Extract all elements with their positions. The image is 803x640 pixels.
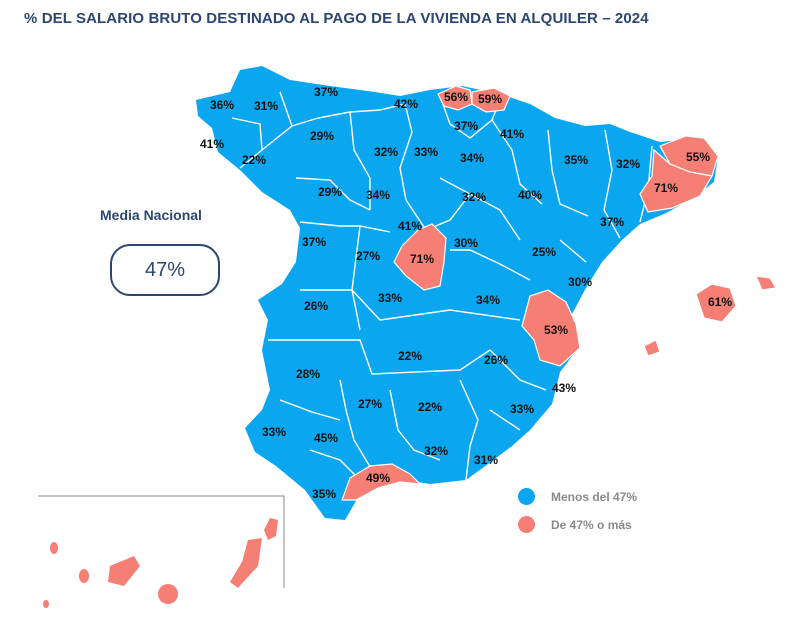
- region-label-huesca: 35%: [564, 153, 588, 167]
- region-label-malaga: 49%: [366, 471, 390, 485]
- region-shape-menorca: [755, 275, 777, 291]
- region-label-valladolid: 34%: [366, 188, 390, 202]
- legend-text-below: Menos del 47%: [551, 489, 638, 504]
- region-label-palencia: 32%: [374, 145, 398, 159]
- region-label-murcia: 33%: [510, 402, 534, 416]
- region-shape-gipuzkoa: [471, 87, 511, 113]
- region-shape-madrid: [393, 223, 447, 291]
- region-label-gipuzkoa: 59%: [478, 92, 502, 106]
- region-label-guadalajara: 30%: [454, 236, 478, 250]
- region-label-lugo: 31%: [254, 99, 278, 113]
- region-label-alicante: 43%: [552, 381, 576, 395]
- legend-dot-below: [518, 488, 535, 505]
- region-label-tarragona: 37%: [600, 215, 624, 229]
- region-label-la-rioja: 34%: [460, 151, 484, 165]
- legend-item-above: De 47% o más: [518, 516, 632, 533]
- region-shape-mallorca: [695, 283, 737, 323]
- legend-dot-above: [518, 516, 535, 533]
- region-label-ciudad-real: 22%: [398, 349, 422, 363]
- region-label-navarra: 41%: [500, 127, 524, 141]
- region-label-segovia: 41%: [398, 219, 422, 233]
- region-label-cuenca: 34%: [476, 293, 500, 307]
- media-nacional-value: 47%: [144, 258, 186, 281]
- region-shape-malaga: [341, 463, 422, 501]
- media-nacional-box: 47%: [110, 244, 220, 296]
- region-shape-valencia: [521, 289, 581, 367]
- region-label-avila: 27%: [356, 249, 380, 263]
- region-label-albacete: 26%: [484, 353, 508, 367]
- region-label-barcelona: 71%: [654, 181, 678, 195]
- region-label-bizkaia: 56%: [444, 90, 468, 104]
- region-labels: 36% 31% 37% 42% 56% 59% 41% 22% 29% 32% 33% 37% 41% 3…: [200, 85, 732, 501]
- region-label-almeria: 31%: [474, 453, 498, 467]
- region-label-soria: 32%: [462, 190, 486, 204]
- region-label-baleares: 61%: [708, 295, 732, 309]
- region-label-lleida: 32%: [616, 157, 640, 171]
- legend-item-below: Menos del 47%: [518, 488, 637, 505]
- region-label-burgos: 33%: [414, 145, 438, 159]
- region-label-leon: 29%: [310, 129, 334, 143]
- region-label-sevilla: 45%: [314, 431, 338, 445]
- region-label-granada: 32%: [424, 444, 448, 458]
- high-regions: [341, 85, 777, 501]
- region-label-huelva: 33%: [262, 425, 286, 439]
- legend-text-above: De 47% o más: [551, 517, 632, 532]
- region-label-pontevedra: 41%: [200, 137, 224, 151]
- region-label-zaragoza: 40%: [518, 188, 542, 202]
- region-label-badajoz: 28%: [296, 367, 320, 381]
- region-label-caceres: 26%: [304, 299, 328, 313]
- region-label-salamanca: 37%: [302, 235, 326, 249]
- region-label-toledo: 33%: [378, 291, 402, 305]
- region-label-cadiz: 35%: [312, 487, 336, 501]
- region-label-girona: 55%: [686, 150, 710, 164]
- region-label-castellon: 30%: [568, 275, 592, 289]
- region-label-madrid: 71%: [410, 252, 434, 266]
- canarias-frame: [38, 495, 285, 588]
- province-borders: [231, 91, 653, 481]
- region-label-asturias: 37%: [314, 85, 338, 99]
- region-label-ourense: 22%: [242, 153, 266, 167]
- region-label-alava: 37%: [454, 119, 478, 133]
- region-label-zamora: 29%: [318, 185, 342, 199]
- region-label-cordoba: 27%: [358, 397, 382, 411]
- region-label-teruel: 25%: [532, 245, 556, 259]
- region-label-a-coruna: 36%: [210, 98, 234, 112]
- region-label-cantabria: 42%: [394, 97, 418, 111]
- region-shape-barcelona: [639, 148, 713, 213]
- region-label-jaen: 22%: [418, 400, 442, 414]
- canary-islands: [43, 518, 278, 608]
- media-nacional-label: Media Nacional: [100, 207, 202, 223]
- mainland-shape: [196, 66, 718, 520]
- map-title: % DEL SALARIO BRUTO DESTINADO AL PAGO DE…: [24, 10, 649, 27]
- region-shape-ibiza: [643, 339, 661, 357]
- region-label-valencia: 53%: [544, 323, 568, 337]
